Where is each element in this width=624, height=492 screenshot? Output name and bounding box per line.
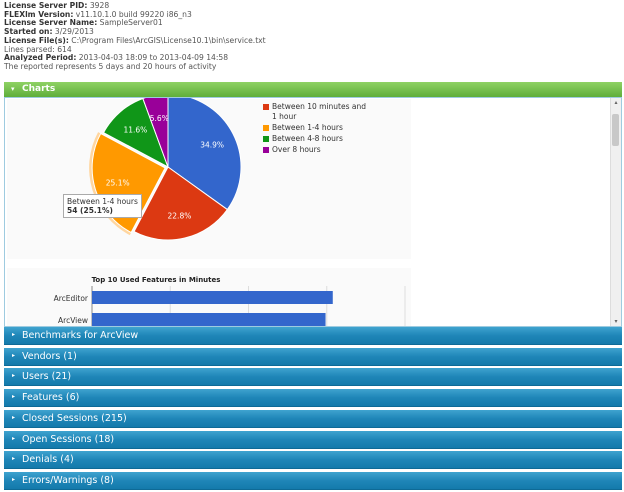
legend-swatch [263,125,269,131]
section-label: Errors/Warnings (8) [22,474,114,486]
info-pid: License Server PID: 3928 [4,1,110,10]
info-started-on: Started on: 3/29/2013 [4,27,94,37]
section-label: Vendors (1) [22,350,77,362]
bar-category-label: ArcEditor [54,294,89,303]
collapsed-arrow-icon: ▸ [12,475,16,483]
section-label: Open Sessions (18) [22,433,115,445]
info-flexlm-version: FLEXlm Version: v11.10.1.0 build 99220 i… [4,9,192,19]
scroll-thumb[interactable] [612,114,619,146]
collapsed-arrow-icon: ▸ [12,331,16,338]
tooltip-value: 54 (25.1%) [67,206,113,215]
scroll-down-arrow-icon[interactable]: ▾ [614,318,618,325]
pie-slice-label: 34.9% [200,140,224,149]
bar-chart: Top 10 Used Features in Minutes ArcEditor… [54,276,406,326]
collapsed-arrow-icon: ▸ [12,372,16,380]
section-label: Closed Sessions (215) [22,412,127,424]
section-header[interactable]: ▸ Open Sessions (18) [4,430,622,449]
charts-section-header[interactable]: ▾ Charts [4,82,622,97]
pie-slice-label: 22.8% [168,211,192,220]
section-label: Benchmarks for ArcView [22,330,139,341]
pie-slice[interactable] [142,98,169,168]
legend-item: Between 4-8 hours [263,134,372,144]
info-license-files: License File(s): C:\Program Files\ArcGIS… [4,35,266,45]
legend-label: Between 10 minutes and 1 hour [272,102,366,121]
legend-item: Between 10 minutes and 1 hour [263,102,372,122]
charts-scrollbar[interactable]: ▴ ▾ [610,98,621,326]
pie-legend: Between 10 minutes and 1 hour Between 1-4… [263,102,372,156]
info-activity-summary: The reported represents 5 days and 20 ho… [4,61,217,71]
expanded-arrow-icon: ▾ [11,85,15,93]
section-header[interactable]: ▸ Errors/Warnings (8) [4,471,622,490]
info-analyzed-period: Analyzed Period: 2013-04-03 18:09 to 201… [4,53,229,63]
section-label: Users (21) [22,371,72,383]
section-header[interactable]: ▸ Benchmarks for ArcView [4,327,622,345]
section-header[interactable]: ▸ Closed Sessions (215) [4,409,622,428]
charts-panel[interactable]: 34.9% 22.8% 25.1% 11.6% 5.6% Top 10 Used Fea… [4,97,622,327]
pie-tooltip: Between 1-4 hours 54 (25.1%) [63,194,142,218]
pie-slice-label: 25.1% [106,178,130,187]
info-server-name: License Server Name: SampleServer01 [4,18,163,28]
section-label: Features (6) [22,392,80,404]
info-lines-parsed: Lines parsed: 614 [4,44,72,54]
tooltip-title: Between 1-4 hours [67,197,138,206]
section-header[interactable]: ▸ Vendors (1) [4,347,622,366]
legend-swatch [263,104,269,110]
bar[interactable] [92,313,326,326]
pie-slice[interactable] [167,98,242,211]
bar-chart-title: Top 10 Used Features in Minutes [92,276,221,284]
section-header[interactable]: ▸ Features (6) [4,389,622,408]
pie-slice-label: 11.6% [123,126,147,135]
charts-canvas: 34.9% 22.8% 25.1% 11.6%5.6% Top 10 Used Fea… [7,98,411,326]
charts-section-label: Charts [22,84,56,94]
pie-slice[interactable] [133,166,229,241]
collapsed-arrow-icon: ▸ [12,455,16,463]
section-header[interactable]: ▸ Users (21) [4,368,622,387]
collapsed-arrow-icon: ▸ [12,393,16,401]
server-info: License Server PID: 3928 FLEXlm Version:… [4,1,266,72]
collapsed-arrow-icon: ▸ [12,434,16,442]
scroll-up-arrow-icon[interactable]: ▴ [614,99,618,106]
legend-item: Between 1-4 hours [263,123,372,133]
legend-item: Over 8 hours [263,145,372,155]
section-header[interactable]: ▸ Denials (4) [4,451,622,470]
section-label: Denials (4) [22,454,74,466]
legend-swatch [263,147,269,153]
legend-label: Between 1-4 hours [272,123,343,132]
legend-label: Between 4-8 hours [272,134,343,143]
collapsed-arrow-icon: ▸ [12,413,16,421]
bar-category-label: ArcView [58,316,88,325]
legend-label: Over 8 hours [272,145,321,154]
legend-swatch [263,136,269,142]
collapsed-arrow-icon: ▸ [12,351,16,359]
pie-slice-label: 5.6% [150,114,169,123]
bar[interactable] [92,291,333,304]
